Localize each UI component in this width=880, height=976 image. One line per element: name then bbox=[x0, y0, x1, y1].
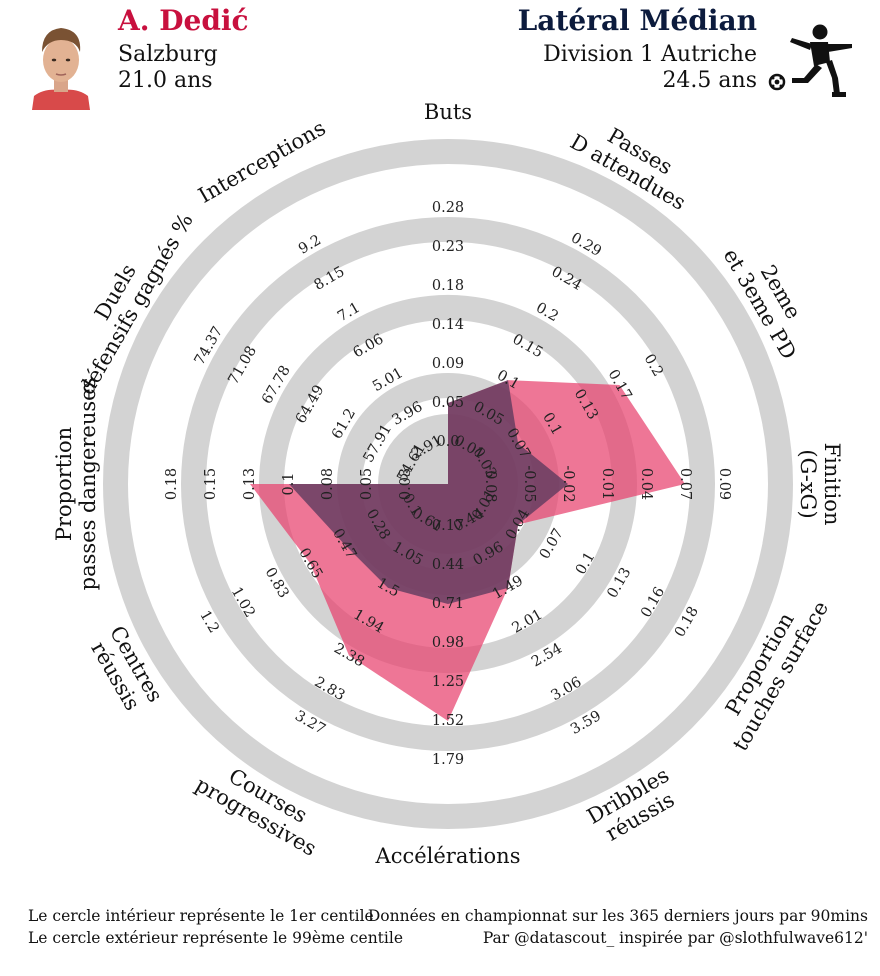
radar-tick-label: 0.15 bbox=[203, 468, 219, 500]
radar-tick-label: 0.04 bbox=[638, 468, 654, 500]
position-title: Latéral Médian bbox=[517, 4, 757, 37]
position-age: 24.5 ans bbox=[662, 68, 757, 93]
radar-tick-label: 0.18 bbox=[432, 278, 464, 294]
radar-tick-label: 0.1 bbox=[281, 472, 297, 495]
footer-notes: Le cercle intérieur représente le 1er ce… bbox=[28, 905, 403, 949]
radar-tick-label: 0.23 bbox=[432, 239, 464, 255]
radar-tick-label: 1.79 bbox=[432, 752, 464, 768]
player-age: 21.0 ans bbox=[118, 68, 213, 93]
radar-tick-label: 0.09 bbox=[432, 356, 464, 372]
league-name: Division 1 Autriche bbox=[543, 42, 757, 67]
footer-outer-circle-note: Le cercle extérieur représente le 99ème … bbox=[28, 929, 403, 947]
radar-tick-label: 0.08 bbox=[320, 468, 336, 500]
radar-tick-label: 0.01 bbox=[599, 468, 615, 500]
radar-axis-label-line: Accélérations bbox=[375, 844, 521, 868]
footer-data-note: Données en championnat sur les 365 derni… bbox=[367, 907, 868, 925]
player-name: A. Dedić bbox=[118, 4, 249, 37]
radar-axis-label: Proportion passes dangereuses bbox=[52, 378, 100, 591]
radar-axis-label-line: Buts bbox=[424, 100, 472, 124]
radar-tick-label: 0.98 bbox=[432, 635, 464, 651]
average-polygon bbox=[289, 380, 568, 604]
radar-axis-label-line: passes dangereuses bbox=[76, 378, 100, 591]
radar-tick-label: 0.05 bbox=[432, 395, 464, 411]
radar-tick-label: 0.44 bbox=[432, 557, 464, 573]
player-photo bbox=[30, 18, 92, 110]
radar-tick-label: -0.08 bbox=[482, 465, 498, 502]
radar-tick-label: 0.05 bbox=[359, 468, 375, 500]
radar-axis-label: Buts bbox=[424, 100, 472, 124]
radar-axis-label: Accélérations bbox=[375, 844, 521, 868]
footer-credits: Données en championnat sur les 365 derni… bbox=[368, 905, 868, 949]
radar-axis-label-line: (G-xG) bbox=[796, 449, 820, 518]
footer-inner-circle-note: Le cercle intérieur représente le 1er ce… bbox=[28, 907, 374, 925]
radar-axis-label-line: Finition bbox=[820, 443, 844, 526]
radar-tick-label: -0.05 bbox=[521, 465, 537, 502]
radar-axis-label: Finition(G-xG) bbox=[796, 443, 844, 526]
radar-polygons bbox=[250, 380, 685, 721]
radar-tick-label: 0.0 bbox=[436, 434, 459, 450]
radar-tick-label: 0.03 bbox=[398, 468, 414, 500]
radar-tick-label: 0.09 bbox=[716, 468, 732, 500]
player-club: Salzburg bbox=[118, 42, 218, 67]
footer-author-note: Par @datascout_ inspirée par @slothfulwa… bbox=[482, 929, 868, 947]
radar-tick-label: 1.52 bbox=[432, 713, 464, 729]
radar-tick-label: 0.17 bbox=[432, 518, 464, 534]
radar-tick-label: 1.25 bbox=[432, 674, 464, 690]
radar-tick-label: 0.13 bbox=[242, 468, 258, 500]
radar-tick-label: 0.14 bbox=[432, 317, 464, 333]
radar-tick-label: 0.18 bbox=[164, 468, 180, 500]
radar-tick-label: -0.02 bbox=[560, 465, 576, 502]
radar-tick-label: 0.71 bbox=[432, 596, 464, 612]
radar-tick-label: 0.07 bbox=[677, 468, 693, 500]
radar-axis-label-line: Proportion bbox=[52, 427, 76, 541]
footballer-kicking-icon bbox=[768, 24, 852, 97]
radar-tick-label: 0.28 bbox=[432, 200, 464, 216]
